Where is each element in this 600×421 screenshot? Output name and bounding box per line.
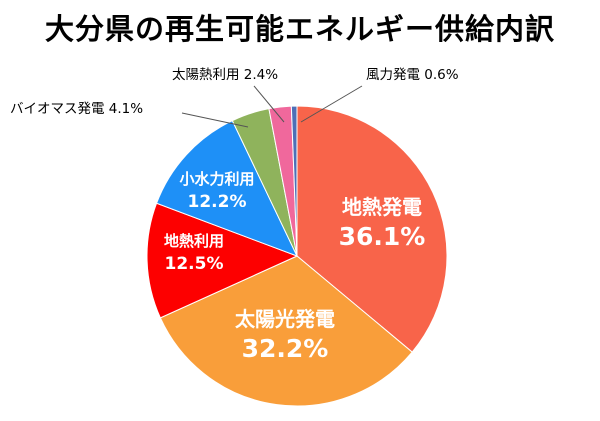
pie-slice xyxy=(290,105,298,257)
slice-label: 太陽光発電 xyxy=(235,307,335,331)
pie-slice xyxy=(146,202,299,319)
leader-line xyxy=(181,112,249,128)
slice-value-label: 12.5% xyxy=(165,254,224,274)
slice-label: バイオマス発電 4.1% xyxy=(10,101,143,117)
chart-title: 大分県の再生可能エネルギー供給内訳 xyxy=(44,12,555,46)
slice-label: 地熱発電 xyxy=(342,195,422,219)
pie-slice xyxy=(296,105,448,353)
slice-value-label: 36.1% xyxy=(339,222,426,251)
slice-value-label: 12.2% xyxy=(188,192,247,212)
slice-label: 小水力利用 xyxy=(179,170,254,188)
leader-line xyxy=(253,85,285,123)
slice-label: 風力発電 0.6% xyxy=(366,67,459,83)
pie-slice xyxy=(155,119,298,257)
slice-label: 地熱利用 xyxy=(164,232,224,250)
pie-slice xyxy=(159,255,413,407)
slice-label: 太陽熱利用 2.4% xyxy=(172,67,278,83)
leader-line xyxy=(300,85,363,123)
slice-value-label: 32.2% xyxy=(242,334,329,363)
